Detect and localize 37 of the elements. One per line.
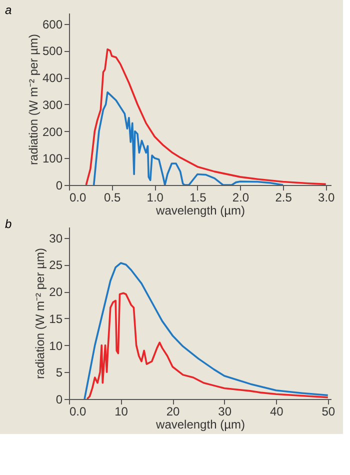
x-axis-title: wavelength (µm) bbox=[155, 418, 245, 432]
x-tick-label: 3.0 bbox=[318, 190, 336, 204]
x-tick-label: 40 bbox=[270, 404, 284, 418]
x-tick-label: 30 bbox=[218, 404, 232, 418]
x-tick-label: 10 bbox=[114, 404, 128, 418]
chart-title: a bbox=[5, 3, 12, 17]
x-tick-label: 2.0 bbox=[232, 190, 250, 204]
line-series bbox=[84, 262, 329, 399]
line-series bbox=[92, 91, 284, 185]
x-tick-label: 1.5 bbox=[190, 190, 207, 204]
y-axis-title: radiation (W m⁻² per µm) bbox=[26, 34, 40, 165]
y-tick-label: 15 bbox=[49, 312, 63, 326]
y-tick-label: 600 bbox=[42, 17, 63, 32]
line-series bbox=[85, 48, 327, 185]
x-tick-label: 0.0 bbox=[70, 404, 87, 418]
y-tick-label: 200 bbox=[42, 124, 63, 139]
x-tick-label: 20 bbox=[166, 404, 180, 418]
x-tick-label: 50 bbox=[322, 404, 336, 418]
x-tick-label: 0.5 bbox=[104, 190, 121, 204]
y-tick-label: 300 bbox=[42, 98, 63, 112]
chart-title: b bbox=[5, 217, 12, 231]
y-axis-title: radiation (W m⁻² per µm) bbox=[33, 248, 48, 379]
y-tick-label: 0 bbox=[56, 392, 63, 406]
y-tick-label: 25 bbox=[49, 258, 63, 272]
x-tick-label: 2.5 bbox=[275, 190, 292, 204]
y-tick-label: 100 bbox=[42, 152, 63, 166]
y-tick-label: 0 bbox=[56, 178, 63, 192]
x-tick-label: 0.0 bbox=[70, 190, 87, 204]
y-tick-label: 500 bbox=[42, 44, 63, 58]
y-tick-label: 5 bbox=[56, 366, 63, 380]
y-tick-label: 10 bbox=[49, 338, 63, 353]
x-tick-label: 1.0 bbox=[146, 190, 164, 204]
y-tick-label: 400 bbox=[42, 71, 63, 85]
y-tick-label: 20 bbox=[49, 285, 63, 299]
y-tick-label: 30 bbox=[49, 231, 63, 246]
x-axis-title: wavelength (µm) bbox=[155, 204, 245, 218]
line-series bbox=[86, 292, 329, 399]
